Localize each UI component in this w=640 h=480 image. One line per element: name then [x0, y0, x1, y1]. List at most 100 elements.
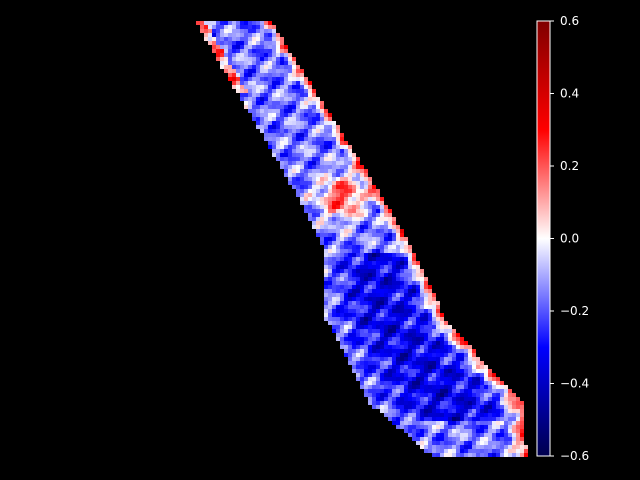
heatmap-cell [236, 57, 240, 61]
heatmap-cell [412, 285, 416, 289]
heatmap-cell [400, 341, 404, 345]
heatmap-cell [312, 189, 316, 193]
heatmap-cell [400, 253, 404, 257]
heatmap-cell [464, 397, 468, 401]
heatmap-cell [424, 373, 428, 377]
heatmap-cell [392, 413, 396, 417]
heatmap-cell [304, 189, 308, 193]
heatmap-cell [480, 393, 484, 397]
heatmap-cell [288, 97, 292, 101]
heatmap-cell [336, 249, 340, 253]
heatmap-cell [504, 449, 508, 453]
heatmap-cell [372, 337, 376, 341]
heatmap-cell [452, 369, 456, 373]
heatmap-cell [364, 321, 368, 325]
heatmap-cell [256, 69, 260, 73]
heatmap-cell [420, 433, 424, 437]
heatmap-cell [432, 305, 436, 309]
heatmap-cell [452, 421, 456, 425]
heatmap-cell [232, 53, 236, 57]
heatmap-cell [288, 89, 292, 93]
heatmap-cell [236, 33, 240, 37]
heatmap-cell [280, 105, 284, 109]
heatmap-cell [384, 229, 388, 233]
heatmap-cell [496, 441, 500, 445]
heatmap-cell [368, 293, 372, 297]
heatmap-cell [380, 333, 384, 337]
heatmap-cell [376, 349, 380, 353]
heatmap-cell [232, 45, 236, 49]
heatmap-cell [416, 293, 420, 297]
heatmap-cell [484, 433, 488, 437]
heatmap-cell [428, 441, 432, 445]
heatmap-cell [416, 285, 420, 289]
heatmap-cell [396, 337, 400, 341]
heatmap-cell [388, 405, 392, 409]
heatmap-cell [372, 405, 376, 409]
heatmap-cell [480, 369, 484, 373]
heatmap-cell [248, 109, 252, 113]
heatmap-cell [404, 413, 408, 417]
heatmap-cell [480, 449, 484, 453]
heatmap-cell [244, 45, 248, 49]
heatmap-cell [292, 77, 296, 81]
heatmap-cell [320, 213, 324, 217]
heatmap-cell [404, 293, 408, 297]
heatmap-cell [336, 285, 340, 289]
heatmap-cell [232, 77, 236, 81]
heatmap-cell [304, 157, 308, 161]
heatmap-cell [284, 69, 288, 73]
heatmap-cell [440, 441, 444, 445]
heatmap-cell [276, 105, 280, 109]
heatmap-cell [432, 345, 436, 349]
heatmap-cell [440, 437, 444, 441]
heatmap-cell [496, 445, 500, 449]
heatmap-cell [376, 265, 380, 269]
heatmap-cell [236, 77, 240, 81]
heatmap-cell [280, 109, 284, 113]
heatmap-cell [328, 277, 332, 281]
heatmap-cell [424, 437, 428, 441]
heatmap-cell [324, 225, 328, 229]
heatmap-cell [500, 437, 504, 441]
heatmap-cell [248, 69, 252, 73]
heatmap-cell [436, 381, 440, 385]
heatmap-cell [324, 309, 328, 313]
heatmap-cell [436, 389, 440, 393]
heatmap-cell [348, 205, 352, 209]
heatmap-cell [408, 305, 412, 309]
heatmap-cell [380, 389, 384, 393]
heatmap-cell [512, 429, 516, 433]
heatmap-cell [356, 233, 360, 237]
heatmap-cell [324, 245, 328, 249]
heatmap-cell [376, 397, 380, 401]
heatmap-cell [272, 137, 276, 141]
heatmap-cell [252, 41, 256, 45]
heatmap-cell [364, 249, 368, 253]
colorbar-ticks: 0.60.40.20.0−0.2−0.4−0.6 [550, 14, 589, 463]
heatmap-cell [388, 345, 392, 349]
heatmap-cell [348, 349, 352, 353]
heatmap-cell [384, 269, 388, 273]
heatmap-cell [392, 241, 396, 245]
heatmap-cell [264, 33, 268, 37]
heatmap-cell [324, 257, 328, 261]
heatmap-cell [348, 325, 352, 329]
heatmap-cell [488, 393, 492, 397]
heatmap-cell [384, 209, 388, 213]
heatmap-cell [420, 373, 424, 377]
heatmap-cell [224, 53, 228, 57]
heatmap-cell [492, 389, 496, 393]
heatmap-cell [444, 441, 448, 445]
heatmap-cell [436, 329, 440, 333]
heatmap-cell [444, 421, 448, 425]
heatmap-cell [264, 73, 268, 77]
heatmap-cell [332, 265, 336, 269]
heatmap-cell [444, 321, 448, 325]
heatmap-cell [396, 233, 400, 237]
heatmap-cell [412, 265, 416, 269]
heatmap-cell [324, 157, 328, 161]
heatmap-cell [300, 161, 304, 165]
heatmap-cell [304, 125, 308, 129]
heatmap-cell [492, 441, 496, 445]
